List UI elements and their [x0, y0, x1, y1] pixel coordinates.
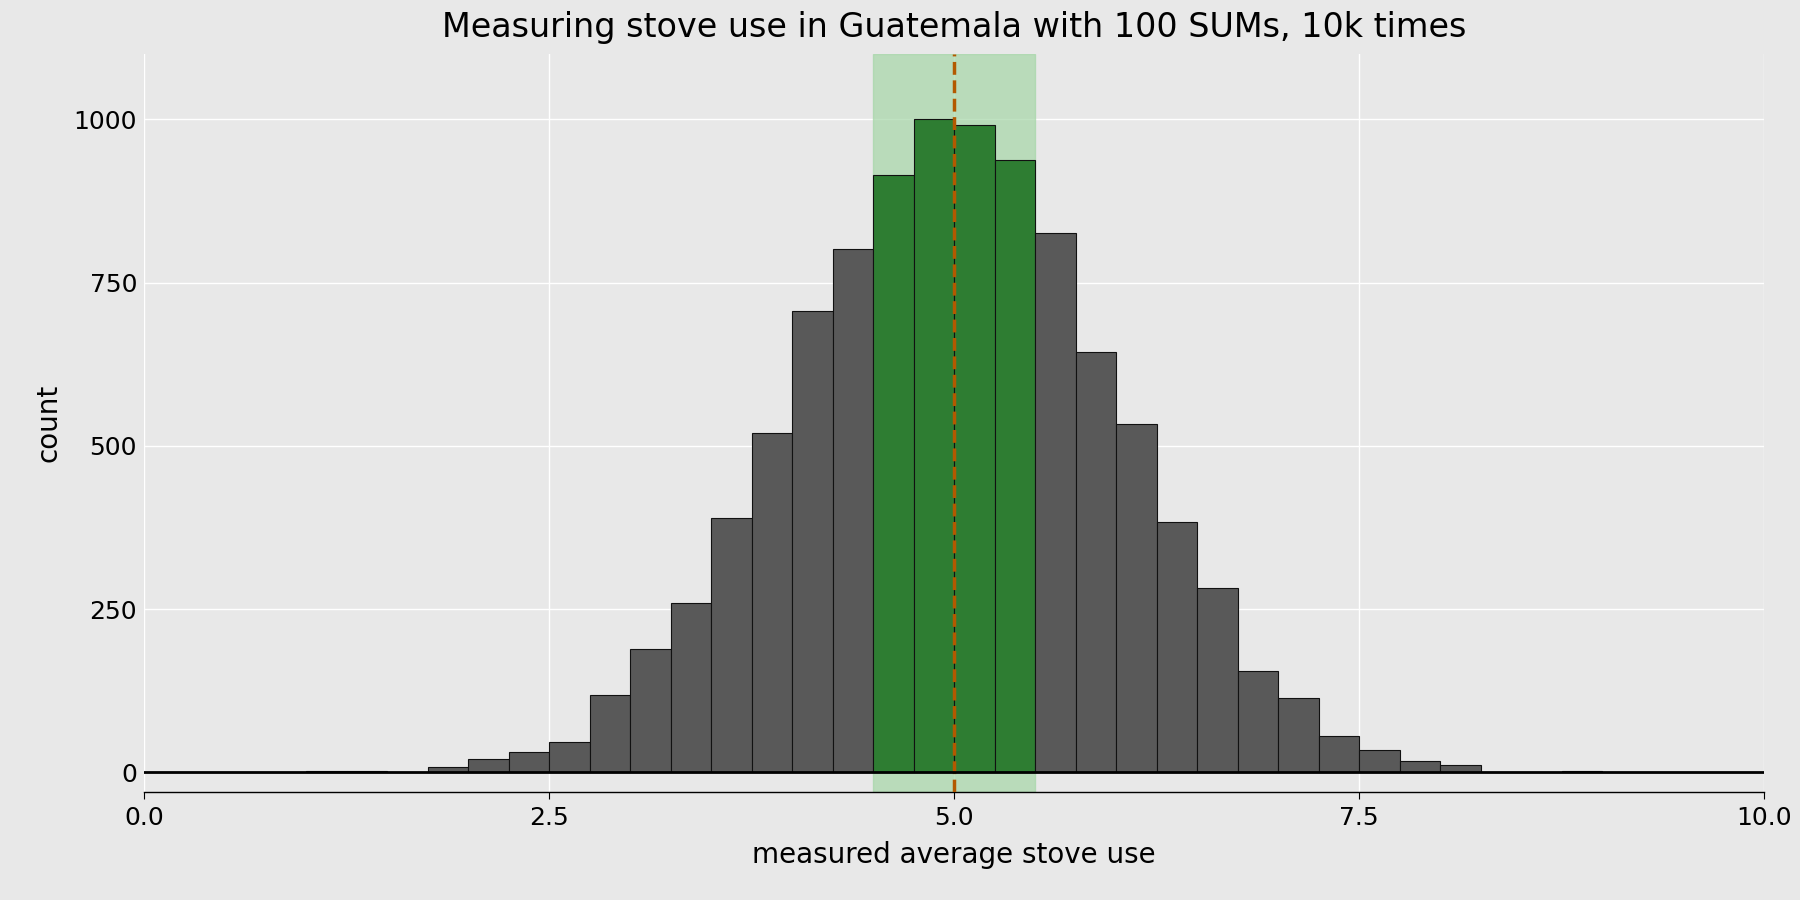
Bar — [670, 603, 711, 772]
Bar — [913, 120, 954, 772]
Bar — [1116, 424, 1156, 772]
Bar — [1076, 352, 1116, 772]
Bar — [630, 649, 670, 772]
Y-axis label: count: count — [34, 384, 63, 462]
Title: Measuring stove use in Guatemala with 100 SUMs, 10k times: Measuring stove use in Guatemala with 10… — [441, 12, 1467, 44]
Bar — [590, 696, 630, 772]
Bar — [994, 160, 1035, 772]
Bar — [711, 518, 752, 772]
X-axis label: measured average stove use: measured average stove use — [752, 841, 1156, 869]
Bar — [468, 759, 508, 772]
Bar — [1035, 233, 1076, 772]
Bar — [792, 311, 832, 772]
Bar — [306, 771, 346, 772]
Bar — [508, 752, 549, 772]
Bar — [1359, 750, 1400, 772]
Bar — [752, 434, 792, 772]
Bar — [1440, 765, 1480, 772]
Bar — [346, 771, 387, 772]
Bar — [1318, 736, 1359, 772]
Bar — [428, 767, 468, 772]
Bar — [1278, 698, 1318, 772]
Bar — [549, 742, 590, 772]
Bar — [1562, 771, 1602, 772]
Bar — [873, 54, 1035, 792]
Bar — [954, 124, 994, 772]
Bar — [873, 176, 913, 772]
Bar — [1156, 522, 1197, 772]
Bar — [832, 249, 873, 772]
Bar — [1197, 588, 1238, 772]
Bar — [1400, 760, 1440, 772]
Bar — [1238, 670, 1278, 772]
